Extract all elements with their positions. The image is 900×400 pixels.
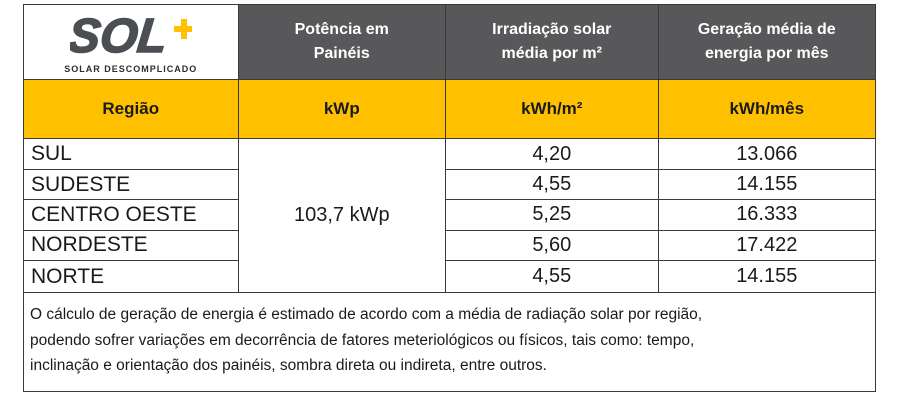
svg-text:SOL: SOL [70,11,170,63]
